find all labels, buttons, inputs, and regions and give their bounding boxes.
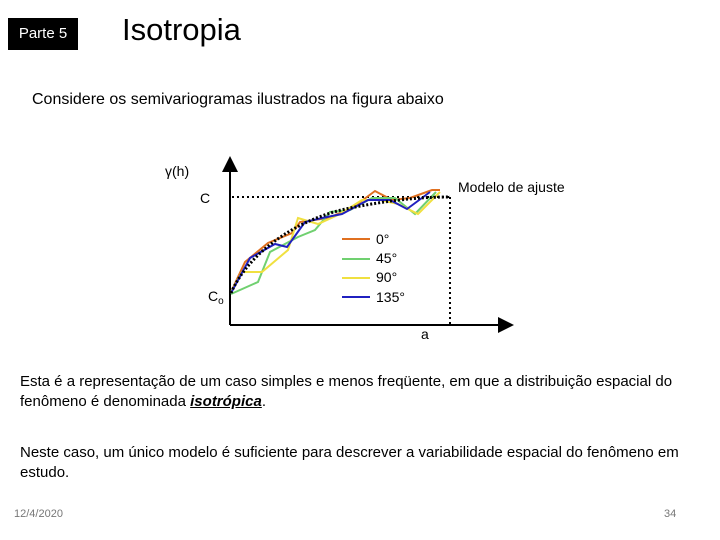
model-curve [229, 195, 451, 294]
paragraph: Neste caso, um único modelo é suficiente… [20, 444, 679, 481]
curve-135 [230, 191, 431, 294]
title: Isotropia [122, 12, 241, 47]
curve-0 [230, 189, 440, 293]
semivariogram-figure: γ(h) Modelo de ajuste C Co a 0° 45° 90° … [165, 156, 565, 342]
legend-label: 45° [376, 250, 397, 266]
legend-label: 135° [376, 289, 405, 305]
range-label: a [421, 326, 429, 342]
nugget-sub: o [218, 296, 224, 307]
nugget-label: Co [208, 288, 224, 307]
model-label: Modelo de ajuste [458, 179, 565, 195]
curve-45 [230, 191, 437, 295]
emphasis: isotrópica [190, 393, 262, 410]
page-number: 34 [664, 508, 677, 520]
paragraph: Esta é a representação de um caso simple… [20, 372, 710, 412]
intro-text: Considere os semivariogramas ilustrados … [32, 91, 444, 108]
y-label: γ(h) [165, 163, 189, 179]
text: Esta é a representação de um caso simple… [20, 373, 673, 410]
legend-label: 90° [376, 269, 397, 285]
text: . [261, 393, 266, 410]
date: 12/4/2020 [14, 508, 63, 520]
legend-label: 0° [376, 231, 389, 247]
part-badge: Parte 5 [8, 18, 78, 50]
nugget-c: C [208, 288, 218, 304]
sill-label: C [200, 190, 210, 206]
